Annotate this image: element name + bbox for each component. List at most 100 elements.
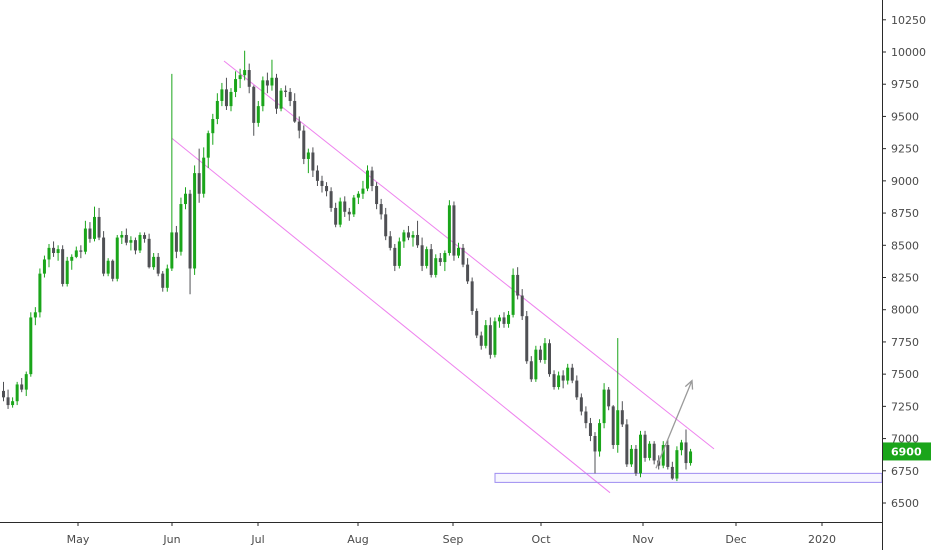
candle-body [557,375,561,388]
candle-body [302,130,306,159]
candle-body [375,186,379,205]
candle-body [670,466,674,479]
candle-body [65,260,69,284]
candle-body [170,232,174,269]
candle-body [607,389,611,407]
candle-body [452,205,456,256]
candle-body [38,273,42,313]
y-tick-label: 7750 [891,336,919,349]
candle-body [238,75,242,80]
candle-body [97,216,101,238]
candle-body [320,180,324,187]
y-tick-label: 7250 [891,400,919,413]
candle-body [156,256,160,274]
candle-body [297,121,301,131]
candle-body [684,442,688,464]
candle-body [211,119,215,134]
candle-body [457,247,460,256]
x-tick-label: Sep [443,533,464,546]
candle-body [106,260,110,274]
candle-body [325,186,329,192]
candle-body [279,90,283,109]
candle-body [525,316,529,362]
candle-body [393,247,397,266]
candle-body [143,234,147,239]
candle-body [470,281,474,312]
candle-body [56,249,60,254]
candle-body [575,380,579,398]
candle-body [220,89,224,101]
candle-body [133,240,137,251]
candle-body [306,152,310,159]
candle-body [370,170,374,187]
candle-body [543,343,547,360]
y-tick-label: 7000 [891,433,919,446]
candle-body [584,411,588,424]
candle-body [102,237,106,274]
candle-body [356,193,360,198]
candle-body [83,228,87,252]
candle-body [79,250,83,252]
candle-body [252,86,256,123]
candle-body [488,325,492,355]
candle-body [215,100,219,120]
candle-body [484,325,488,346]
x-tick-label: Dec [725,533,746,546]
candle-body [270,77,274,86]
candle-body [648,443,652,458]
candle-body [479,335,483,346]
y-tick-label: 8750 [891,207,919,220]
candle-body [224,89,228,107]
candle-body [625,424,629,465]
candle-body [161,273,165,288]
candle-body [620,410,624,425]
candle-body [129,240,133,243]
candle-body [74,250,78,257]
candle-body [111,260,115,279]
candle-body [93,216,96,239]
candle-body [138,234,142,251]
candle-body [629,448,633,465]
candle-body [516,274,520,296]
y-tick-label: 6500 [891,497,919,510]
candle-body [124,234,128,243]
candle-body [497,317,501,322]
candle-body [643,434,647,458]
candle-body [347,211,351,215]
candle-body [15,384,19,402]
candle-body [361,188,365,194]
candle-body [329,191,333,208]
candle-body [352,197,356,215]
candle-body [666,445,670,467]
candle-body [416,234,420,246]
candle-body [507,314,511,324]
candle-body [147,238,151,268]
x-tick-label: May [67,533,90,546]
candle-body [202,157,206,194]
candle-body [261,80,265,107]
candle-body [548,343,551,375]
candle-body [234,79,238,92]
candle-body [438,258,442,263]
candle-body [193,173,197,269]
candle-body [566,367,570,381]
candle-body [275,77,278,109]
x-tick-label: Jul [250,533,264,546]
candle-body [88,228,92,239]
candle-body [6,397,10,406]
candle-body [493,321,497,355]
candle-body [42,259,46,274]
candle-body [384,214,388,237]
candle-body [593,435,597,452]
y-tick-label: 9000 [891,175,919,188]
channel-layer [171,60,715,494]
candle-body [33,312,37,318]
candle-body [466,264,470,282]
projection-arrow-head [684,379,694,390]
candle-body [652,443,656,461]
candle-body [602,389,606,424]
channel-upper-line [223,60,715,450]
support-zone-layer [494,472,883,483]
